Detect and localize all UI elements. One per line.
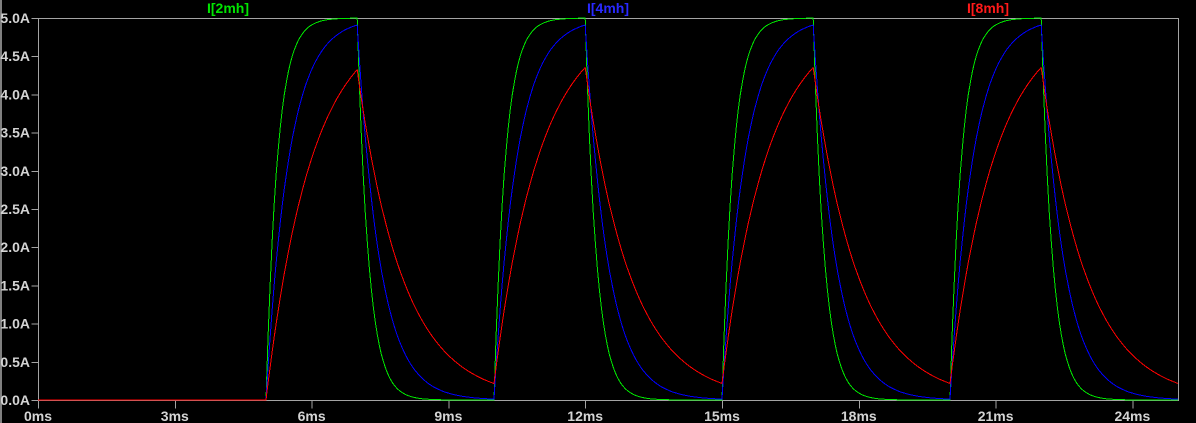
svg-text:12ms: 12ms xyxy=(567,408,603,423)
svg-text:4.5A: 4.5A xyxy=(0,48,30,64)
svg-text:I[8mh]: I[8mh] xyxy=(967,0,1009,16)
svg-text:0.5A: 0.5A xyxy=(0,354,30,370)
svg-text:3.5A: 3.5A xyxy=(0,125,30,141)
svg-text:3ms: 3ms xyxy=(161,408,189,423)
svg-text:I[4mh]: I[4mh] xyxy=(587,0,629,16)
svg-text:5.0A: 5.0A xyxy=(0,10,30,26)
svg-text:1.5A: 1.5A xyxy=(0,277,30,293)
svg-text:24ms: 24ms xyxy=(1114,408,1150,423)
svg-text:1.0A: 1.0A xyxy=(0,316,30,332)
svg-text:I[2mh]: I[2mh] xyxy=(207,0,249,16)
svg-text:4.0A: 4.0A xyxy=(0,86,30,102)
svg-text:18ms: 18ms xyxy=(841,408,877,423)
svg-text:9ms: 9ms xyxy=(434,408,462,423)
svg-text:0.0A: 0.0A xyxy=(0,392,30,408)
svg-text:15ms: 15ms xyxy=(704,408,740,423)
svg-text:2.0A: 2.0A xyxy=(0,239,30,255)
svg-text:6ms: 6ms xyxy=(298,408,326,423)
svg-text:21ms: 21ms xyxy=(978,408,1014,423)
svg-text:0ms: 0ms xyxy=(24,408,52,423)
svg-text:2.5A: 2.5A xyxy=(0,201,30,217)
svg-text:3.0A: 3.0A xyxy=(0,163,30,179)
